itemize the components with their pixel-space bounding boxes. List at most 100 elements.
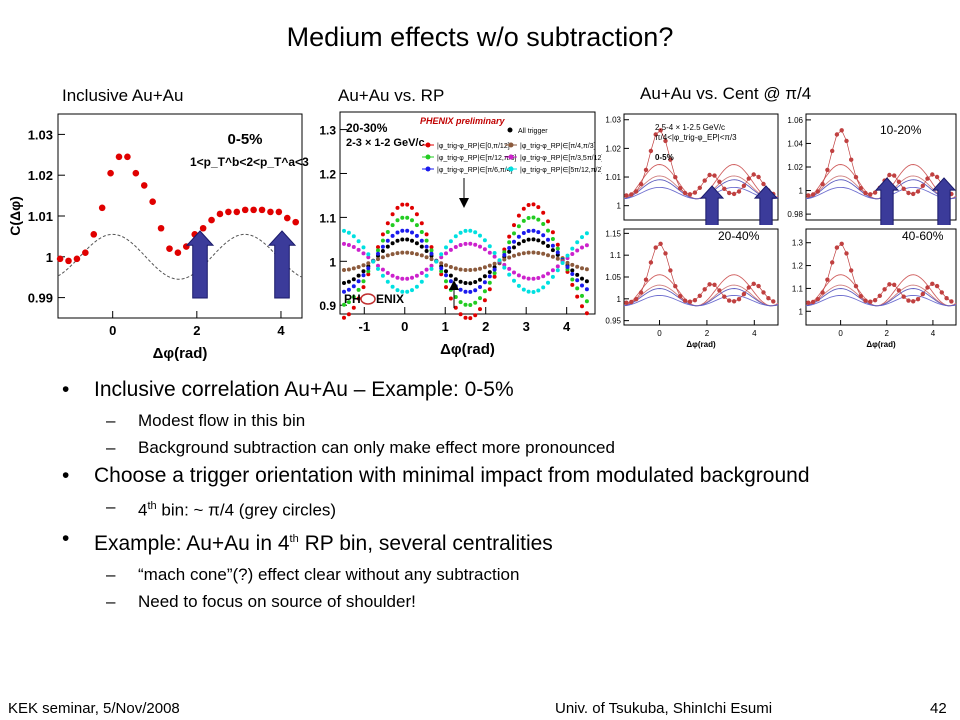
data-point [521,239,526,244]
data-point [444,273,448,278]
data-point [351,277,356,282]
data-point [487,263,492,268]
data-point [473,230,478,235]
data-point [536,230,541,235]
data-point [400,237,405,242]
data-point [424,267,429,272]
data-point [410,230,414,235]
data-point [390,273,395,278]
data-point [580,283,584,288]
phenix-logo: PH [344,292,361,306]
sub-bullet-pre: 4 [138,500,148,520]
data-point [516,213,521,218]
data-point [82,249,89,257]
data-point [395,288,400,293]
data-point [380,249,385,253]
data-point [536,251,541,255]
data-point [555,268,560,273]
data-point [584,267,589,272]
sub-bullet-text: bin: ~ π/4 (grey circles) [156,500,337,520]
up-arrow-icon [185,230,215,299]
panel-annotation: 2.5-4 × 1-2.5 GeV/c [655,123,725,132]
data-point [458,230,463,235]
sub-bullet-item: –4th bin: ~ π/4 (grey circles) [106,497,337,520]
plot-frame [623,113,779,221]
data-point [516,224,521,229]
data-point [366,261,371,266]
data-point [478,233,482,238]
data-point [439,266,444,271]
y-tick-label: 1.02 [28,168,53,183]
data-point [546,228,550,233]
data-point [473,267,478,272]
data-point [385,271,390,275]
data-point [806,193,811,198]
data-point [361,269,366,274]
data-point [512,223,516,228]
data-point [531,215,536,220]
chart-subtitle: 2-3 × 1-2 GeV/c [346,137,425,149]
data-point [267,208,274,216]
data-point [439,261,444,266]
data-point [444,263,448,268]
data-point [429,257,434,262]
data-point [390,212,395,217]
data-point [516,234,521,239]
legend-title: PHENIX preliminary [420,116,506,126]
data-point [380,255,385,260]
data-line [808,243,952,304]
data-point [463,289,468,294]
footer-left: KEK seminar, 5/Nov/2008 [8,700,180,717]
data-point [575,264,580,269]
legend-marker [425,154,431,160]
data-point [390,233,395,238]
data-point [439,272,444,277]
data-point [395,251,400,256]
data-point [580,293,584,298]
page-number: 42 [930,700,947,717]
data-point [478,266,482,271]
data-point [395,238,400,243]
x-tick-label: 4 [931,329,936,338]
data-point [468,281,473,286]
data-point [107,169,114,177]
data-point [157,224,165,232]
data-point [356,265,361,269]
reaction-plane-chart: 0.9 1 1.1 1.2 1.3 -1 0 1 2 3 4 Δφ(rad) 20-30% 2-3 × 1… [319,111,602,358]
data-point [546,244,550,248]
data-point [463,302,468,307]
data-point [541,222,546,226]
data-point [580,276,584,281]
data-point [521,206,526,211]
data-point [487,270,492,275]
data-point [580,304,584,309]
data-point [521,231,526,235]
x-tick-label: 4 [752,329,757,338]
data-point [502,253,507,257]
data-point [346,267,351,272]
data-point [487,244,492,249]
data-point [410,218,414,223]
data-point [233,208,241,216]
legend-marker [425,142,431,148]
data-point [584,243,589,248]
data-point [149,198,156,206]
data-point [482,265,487,270]
data-point [575,272,580,277]
data-point [376,248,380,253]
data-point [458,267,463,272]
data-point [565,265,570,269]
plot-frame [623,228,779,326]
data-point [424,232,429,237]
sub-bullet-text: Modest flow in this bin [138,411,306,430]
panel-title: 20-40% [718,229,760,243]
up-arrow-icon [699,185,725,225]
centrality-panel-40-60: 1 1.1 1.2 1.3 0 2 4 Δφ(rad) 40-60% [792,228,957,349]
data-point [115,153,123,161]
data-point [512,270,516,275]
y-tick-label: 1.2 [792,262,804,271]
data-point [414,223,419,228]
data-point [361,285,366,290]
data-point [208,216,215,224]
x-tick-label: -1 [359,319,371,334]
